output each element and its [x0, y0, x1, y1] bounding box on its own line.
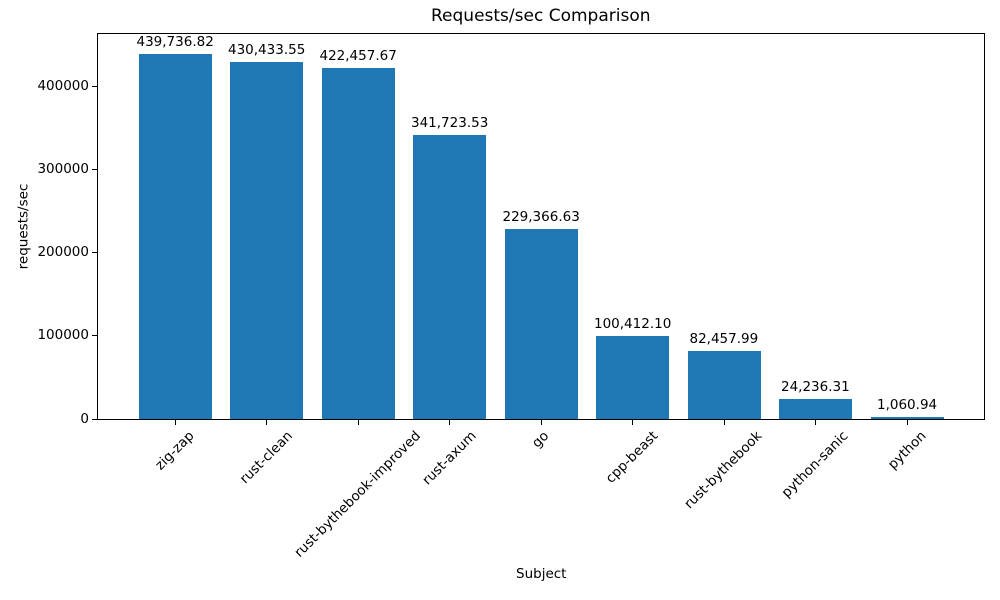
bar-zig-zap — [138, 53, 212, 419]
x-axis-label: Subject — [516, 566, 567, 582]
bar-python-sanic — [779, 398, 852, 419]
x-tick-mark — [815, 420, 816, 425]
y-axis-label: requests/sec — [15, 183, 32, 269]
x-tick-label-go: go — [528, 428, 553, 452]
x-tick-label-rust-axum: rust-axum — [419, 428, 480, 489]
y-tick-mark — [92, 252, 97, 254]
x-tick-label-rust-clean: rust-clean — [236, 428, 296, 488]
x-tick-mark — [266, 420, 267, 425]
x-tick-label-python: python — [884, 428, 930, 473]
y-tick-mark — [92, 418, 97, 420]
y-tick-label: 300000 — [37, 161, 89, 178]
bar-python — [870, 417, 944, 419]
y-tick-label: 400000 — [37, 78, 89, 95]
y-tick-label: 0 — [80, 410, 89, 427]
value-label-cpp-beast: 100,412.10 — [594, 315, 672, 332]
x-tick-label-zig-zap: zig-zap — [152, 428, 198, 474]
x-tick-mark — [174, 420, 176, 425]
value-label-go: 229,366.63 — [502, 208, 580, 225]
bar-cpp-beast — [596, 335, 669, 419]
value-label-python: 1,060.94 — [877, 397, 938, 413]
y-tick-mark — [92, 335, 97, 337]
x-tick-label-python-sanic: python-sanic — [778, 428, 852, 501]
bar-go — [504, 228, 578, 419]
x-tick-mark — [632, 420, 633, 425]
bar-rust-axum — [413, 135, 486, 419]
value-label-python-sanic: 24,236.31 — [781, 378, 850, 395]
y-tick-mark — [92, 86, 97, 88]
value-label-rust-clean: 430,433.55 — [228, 41, 306, 58]
x-tick-mark — [357, 420, 359, 425]
x-tick-mark — [449, 420, 450, 425]
bar-rust-bythebook — [687, 350, 761, 419]
bar-rust-clean — [230, 61, 303, 419]
bar-rust-bythebook-improved — [321, 68, 395, 419]
x-tick-label-cpp-beast: cpp-beast — [602, 428, 662, 487]
x-tick-label-rust-bythebook: rust-bythebook — [681, 428, 766, 513]
x-tick-label-rust-bythebook-improved: rust-bythebook-improved — [291, 428, 424, 561]
x-tick-mark — [540, 420, 542, 425]
value-label-rust-bythebook: 82,457.99 — [689, 330, 759, 347]
y-tick-mark — [92, 169, 97, 171]
value-label-zig-zap: 439,736.82 — [136, 33, 214, 50]
chart-title: Requests/sec Comparison — [431, 6, 651, 26]
y-tick-label: 200000 — [37, 244, 89, 261]
y-tick-label: 100000 — [37, 327, 89, 344]
value-label-rust-bythebook-improved: 422,457.67 — [319, 48, 397, 65]
x-tick-mark — [906, 420, 908, 425]
x-tick-mark — [723, 420, 725, 425]
value-label-rust-axum: 341,723.53 — [411, 115, 489, 132]
